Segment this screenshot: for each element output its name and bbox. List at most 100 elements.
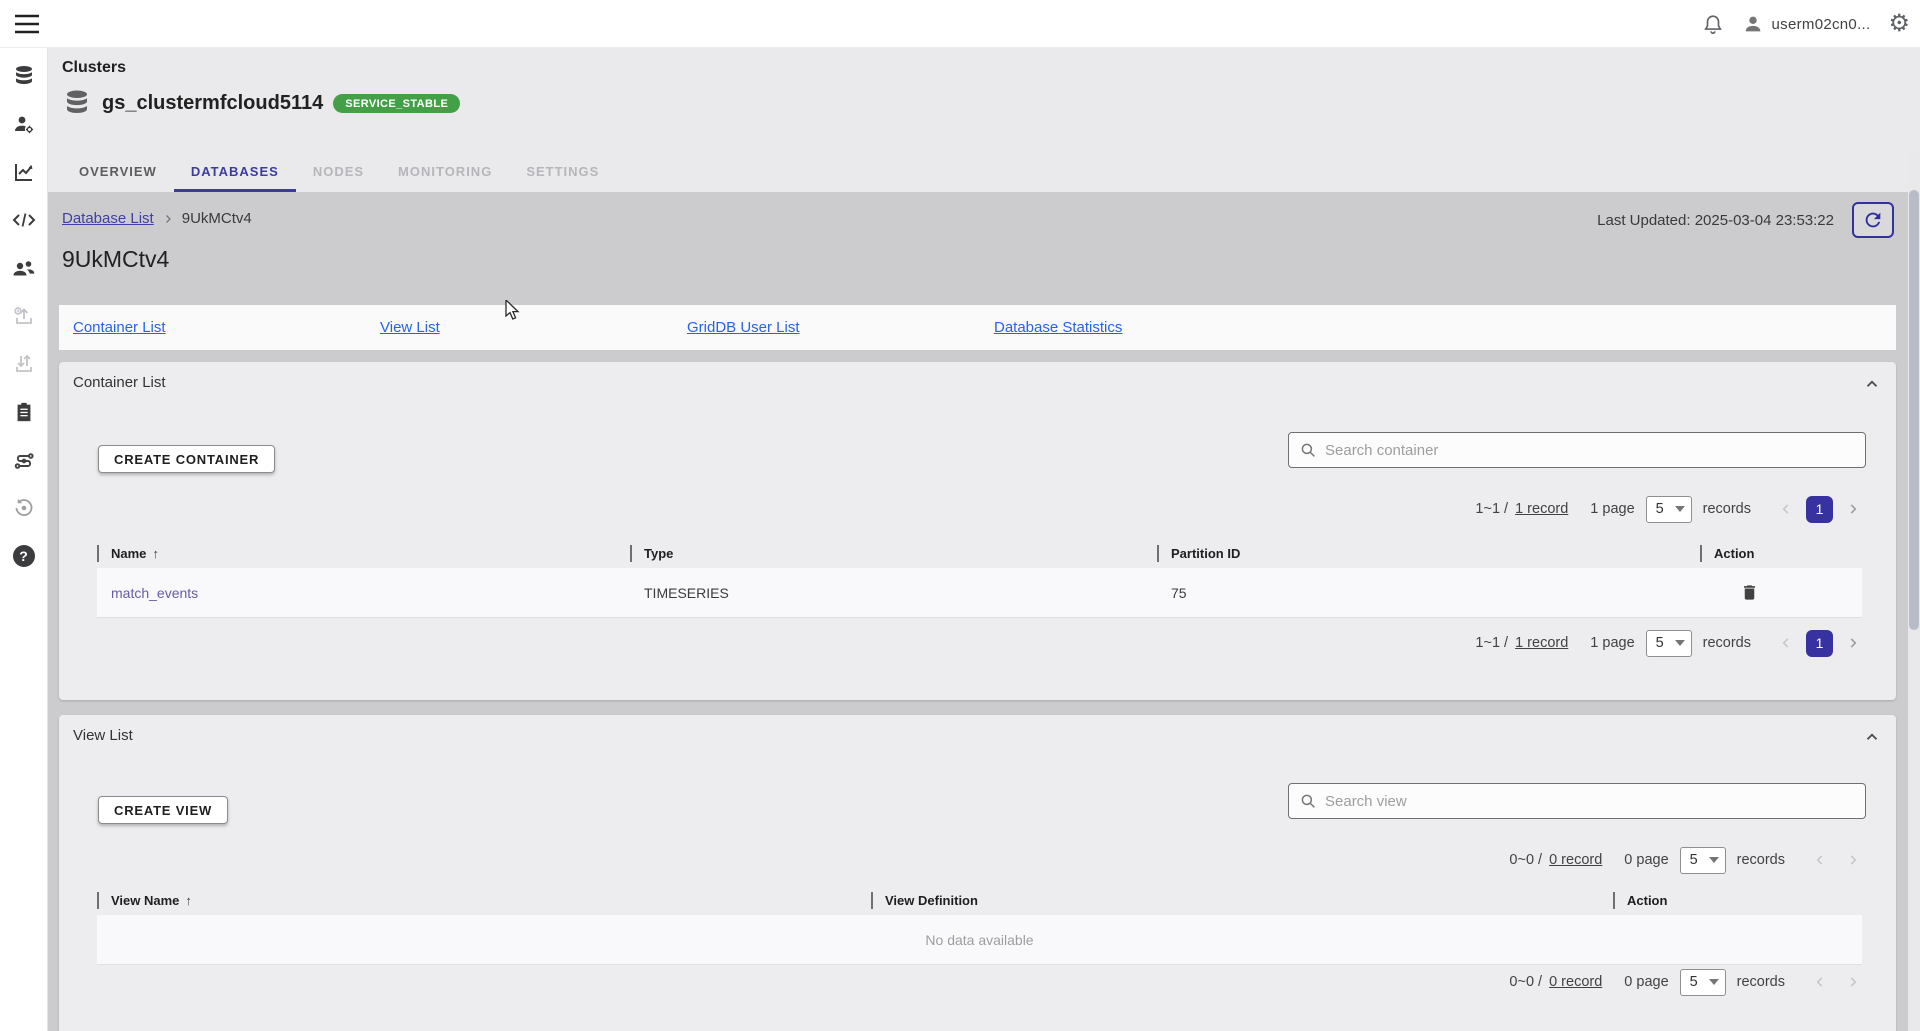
sidebar-item-import-export[interactable] [0,340,48,388]
chevron-left-icon [1816,855,1823,865]
cluster-tabs: OVERVIEW DATABASES NODES MONITORING SETT… [62,155,616,192]
tab-overview[interactable]: OVERVIEW [79,164,157,179]
records-label: records [1702,501,1751,517]
page-count-label: 0 page [1624,852,1669,868]
container-pagination-bottom: 1~1 / 1 record 1 page 5 records 1 [1475,628,1866,658]
quick-link-database-statistics[interactable]: Database Statistics [994,318,1123,336]
column-header-action: Action [1700,538,1862,568]
prev-page-button[interactable] [1773,630,1799,656]
main-content: Database List 9UkMCtv4 Last Updated: 202… [48,192,1920,1031]
page-badge[interactable]: 1 [1806,495,1833,523]
sidebar-item-user-admin[interactable] [0,100,48,148]
sidebar-item-history[interactable] [0,484,48,532]
tab-databases[interactable]: DATABASES [173,155,296,192]
database-icon [15,66,32,84]
record-count-link[interactable]: 1 record [1515,635,1569,651]
range-label: 0~0 / [1509,852,1543,868]
page-count-label: 1 page [1590,501,1635,517]
tab-settings[interactable]: SETTINGS [526,164,600,179]
sidebar-item-users[interactable] [0,244,48,292]
notifications-bell-icon[interactable] [1702,12,1724,36]
chevron-left-icon [1782,504,1789,514]
delete-container-button[interactable] [1740,583,1862,602]
help-icon: ? [12,545,35,567]
column-header-view-definition[interactable]: View Definition [871,885,1613,915]
user-icon [1745,16,1760,32]
chevron-right-icon [1850,977,1857,987]
status-badge: SERVICE_STABLE [333,93,461,113]
records-label: records [1736,974,1785,990]
page-section-title: Clusters [62,59,127,76]
next-page-button[interactable] [1840,969,1866,995]
records-per-page-select[interactable]: 5 [1645,629,1692,657]
import-export-icon [15,354,32,372]
breadcrumb-chevron-icon [165,214,171,223]
prev-page-button[interactable] [1807,847,1833,873]
records-per-page-select[interactable]: 5 [1679,968,1726,996]
prev-page-button[interactable] [1773,496,1799,522]
container-panel-collapse-button[interactable] [1858,370,1886,398]
prev-page-button[interactable] [1807,969,1833,995]
next-page-button[interactable] [1840,630,1866,656]
scrollbar-thumb[interactable] [1909,190,1919,630]
page-badge[interactable]: 1 [1806,629,1833,657]
history-icon [15,499,32,516]
next-page-button[interactable] [1840,496,1866,522]
column-header-partition-id[interactable]: Partition ID [1157,538,1700,568]
page-count-label: 0 page [1624,974,1669,990]
chevron-right-icon [1850,855,1857,865]
records-per-page-select[interactable]: 5 [1679,846,1726,874]
user-settings-icon [14,116,33,134]
search-icon [1301,443,1315,457]
record-count-link[interactable]: 0 record [1549,974,1603,990]
container-name-link[interactable]: match_events [111,584,199,601]
workflow-icon [14,453,34,469]
view-search-box [1288,783,1866,819]
refresh-button[interactable] [1852,202,1894,238]
column-header-type[interactable]: Type [630,538,1157,568]
create-container-button[interactable]: CREATE CONTAINER [98,445,276,473]
container-panel-title: Container List [73,374,166,391]
scrollbar-track[interactable] [1908,150,1920,1031]
sidebar-item-clusters[interactable] [0,52,48,100]
tab-nodes[interactable]: NODES [312,164,365,179]
sort-asc-icon: ↑ [152,545,159,561]
next-page-button[interactable] [1840,847,1866,873]
records-per-page-select[interactable]: 5 [1645,495,1692,523]
sidebar-item-scheduled-export[interactable] [0,292,48,340]
clipboard-icon [17,402,30,422]
container-search-box [1288,432,1866,468]
settings-gear-icon[interactable]: ⚙ [1888,10,1910,37]
record-count-link[interactable]: 0 record [1549,852,1603,868]
column-header-action: Action [1613,885,1862,915]
view-table: View Name ↑ View Definition Action No dat… [97,885,1862,965]
quick-links-bar: Container List View List GridDB User Lis… [59,305,1896,350]
column-header-view-name[interactable]: View Name ↑ [97,885,871,915]
user-menu[interactable]: userm02cn0... [1742,13,1871,35]
view-list-panel: View List CREATE VIEW 0~0 / 0 record 0 p… [59,715,1896,1031]
container-list-panel: Container List CREATE CONTAINER 1~1 / 1 … [59,362,1896,700]
sidebar-item-query[interactable] [0,196,48,244]
create-view-button[interactable]: CREATE VIEW [98,796,229,824]
quick-link-container-list[interactable]: Container List [73,318,166,336]
trash-icon [1743,585,1756,600]
sidebar-item-help[interactable]: ? [0,532,48,580]
view-search-input[interactable] [1325,792,1855,810]
cluster-name: gs_clustermfcloud5114 [102,91,324,114]
menu-icon[interactable] [14,12,40,36]
quick-link-view-list[interactable]: View List [380,318,440,336]
view-pagination-top: 0~0 / 0 record 0 page 5 records [1509,845,1866,875]
view-panel-collapse-button[interactable] [1858,723,1886,751]
tab-monitoring[interactable]: MONITORING [398,164,493,179]
quick-link-griddb-user-list[interactable]: GridDB User List [687,318,800,336]
code-icon [12,213,35,227]
sidebar-item-monitoring[interactable] [0,148,48,196]
records-label: records [1736,852,1785,868]
sidebar-item-workflow[interactable] [0,436,48,484]
breadcrumb-database-list-link[interactable]: Database List [62,210,154,227]
sidebar-item-tasks[interactable] [0,388,48,436]
column-header-name[interactable]: Name ↑ [97,538,630,568]
username-label: userm02cn0... [1771,15,1871,33]
record-count-link[interactable]: 1 record [1515,501,1569,517]
container-search-input[interactable] [1325,441,1855,459]
